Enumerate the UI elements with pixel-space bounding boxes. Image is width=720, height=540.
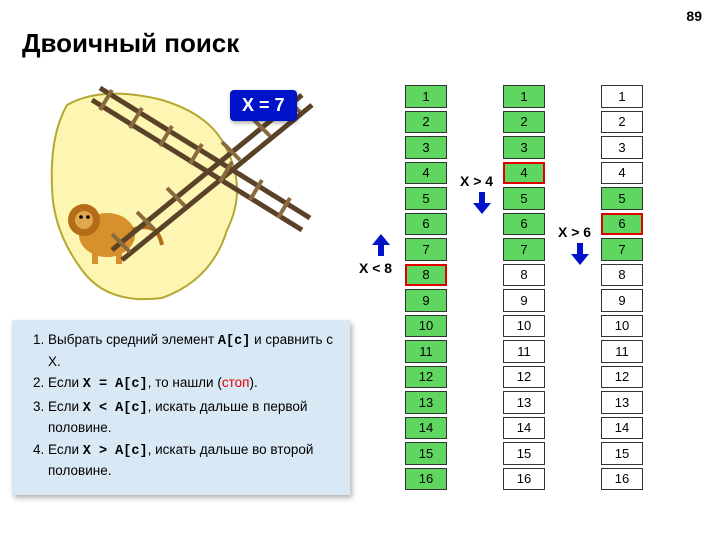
array-cell: 2	[503, 111, 545, 134]
array-cell: 15	[601, 442, 643, 465]
array-cell: 13	[503, 391, 545, 414]
array-cell: 9	[503, 289, 545, 312]
array-cell: 12	[601, 366, 643, 389]
array-cell: 1	[601, 85, 643, 108]
arrow-down-icon	[571, 243, 589, 265]
array-cell: 4	[405, 162, 447, 185]
array-cell: 10	[601, 315, 643, 338]
array-cell: 4	[503, 162, 545, 185]
array-cell: 7	[405, 238, 447, 261]
array-cell: 9	[601, 289, 643, 312]
arrays-area: 12345678910111213141516 1234567891011121…	[405, 85, 705, 525]
array-cell: 12	[405, 366, 447, 389]
array-cell: 3	[503, 136, 545, 159]
page-number: 89	[686, 8, 702, 24]
array-cell: 3	[405, 136, 447, 159]
array-cell: 4	[601, 162, 643, 185]
steps-box: Выбрать средний элемент A[c] и сравнить …	[12, 320, 350, 495]
array-cell: 5	[601, 187, 643, 210]
array-cell: 10	[405, 315, 447, 338]
array-cell: 13	[601, 391, 643, 414]
array-column-1: 12345678910111213141516	[405, 85, 447, 525]
array-cell: 8	[601, 264, 643, 287]
array-cell: 16	[405, 468, 447, 491]
compare-label-3: X > 6	[558, 224, 591, 240]
array-cell: 6	[405, 213, 447, 236]
array-cell: 11	[601, 340, 643, 363]
array-column-3: 12345678910111213141516	[601, 85, 643, 525]
array-column-2: 12345678910111213141516	[503, 85, 545, 525]
arrow-down-icon	[473, 192, 491, 214]
array-cell: 10	[503, 315, 545, 338]
array-cell: 5	[503, 187, 545, 210]
array-cell: 7	[601, 238, 643, 261]
array-cell: 8	[503, 264, 545, 287]
array-cell: 14	[503, 417, 545, 440]
array-cell: 14	[601, 417, 643, 440]
array-cell: 13	[405, 391, 447, 414]
array-cell: 5	[405, 187, 447, 210]
array-cell: 14	[405, 417, 447, 440]
array-cell: 6	[503, 213, 545, 236]
array-cell: 16	[503, 468, 545, 491]
step-1: Выбрать средний элемент A[c] и сравнить …	[48, 330, 336, 371]
array-cell: 3	[601, 136, 643, 159]
array-cell: 11	[503, 340, 545, 363]
compare-label-2: X > 4	[460, 173, 493, 189]
array-cell: 7	[503, 238, 545, 261]
page-title: Двоичный поиск	[22, 28, 239, 59]
array-cell: 2	[601, 111, 643, 134]
array-cell: 16	[601, 468, 643, 491]
array-cell: 6	[601, 213, 643, 236]
step-4: Если X > A[c], искать дальше во второй п…	[48, 440, 336, 481]
step-3: Если X < A[c], искать дальше в первой по…	[48, 397, 336, 438]
step-2: Если X = A[c], то нашли (стоп).	[48, 373, 336, 395]
array-cell: 15	[503, 442, 545, 465]
array-cell: 11	[405, 340, 447, 363]
array-cell: 12	[503, 366, 545, 389]
x-value-badge: X = 7	[230, 90, 297, 121]
array-cell: 1	[405, 85, 447, 108]
array-cell: 15	[405, 442, 447, 465]
array-cell: 8	[405, 264, 447, 287]
arrow-up-icon	[372, 234, 390, 256]
array-cell: 2	[405, 111, 447, 134]
compare-label-1: X < 8	[359, 260, 392, 276]
array-cell: 9	[405, 289, 447, 312]
array-cell: 1	[503, 85, 545, 108]
